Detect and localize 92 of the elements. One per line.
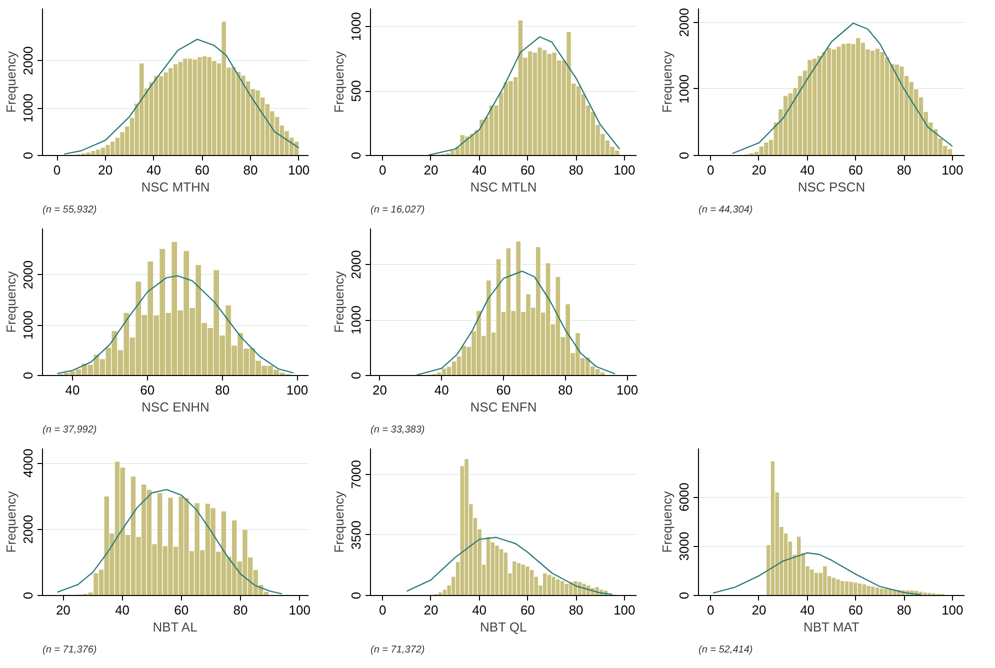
x-tick-label: 20: [98, 162, 113, 178]
x-tick-label: 0: [378, 602, 386, 618]
x-tick-label: 60: [520, 602, 535, 618]
y-tick-label: 1000: [676, 74, 692, 104]
y-tick-label: 1000: [348, 12, 364, 42]
x-tick-label: 0: [706, 162, 714, 178]
x-tick-label: 60: [520, 162, 535, 178]
text: (n = 16,027): [370, 204, 425, 216]
x-axis-title: NBT MAT: [803, 620, 860, 634]
x-axis-title: NSC PSCN: [798, 180, 866, 194]
y-tick-label: 0: [20, 152, 36, 160]
y-tick-label: 2000: [20, 260, 36, 290]
x-tick-label: 100: [288, 162, 310, 178]
y-axis-title: Frequency: [4, 270, 18, 333]
y-tick-label: 0: [676, 592, 692, 600]
y-tick-label: 0: [348, 152, 364, 160]
y-tick-label: 2000: [20, 514, 36, 544]
x-tick-label: 80: [568, 602, 584, 618]
y-axis-title: Frequency: [332, 50, 346, 113]
x-tick-label: 60: [848, 602, 863, 618]
x-axis-title: NSC ENFN: [470, 400, 537, 414]
x-tick-label: 80: [243, 162, 258, 178]
x-tick-label: 100: [288, 602, 310, 618]
x-axis-title: NSC ENHN: [142, 400, 210, 414]
x-tick-label: 20: [752, 602, 766, 618]
y-tick-label: 2000: [676, 8, 692, 37]
y-tick-label: 500: [348, 80, 364, 102]
x-tick-label: 40: [800, 162, 815, 178]
y-tick-label: 3500: [348, 520, 364, 550]
x-tick-label: 40: [472, 162, 487, 178]
y-axis-title: Frequency: [660, 50, 674, 113]
x-axis-title: NBT QL: [480, 620, 527, 634]
y-tick-label: 1000: [20, 94, 36, 123]
x-tick-label: 100: [616, 382, 638, 398]
y-axis-title: Frequency: [660, 490, 674, 553]
y-axis-title: Frequency: [332, 270, 346, 333]
x-tick-label: 100: [286, 382, 308, 398]
x-axis-title: NSC MTHN: [141, 180, 210, 194]
y-tick-label: 6000: [676, 482, 692, 512]
y-tick-label: 0: [348, 372, 364, 380]
text: (n = 71,372): [370, 644, 425, 656]
y-axis-title: Frequency: [4, 490, 18, 553]
x-tick-label: 20: [56, 602, 70, 618]
y-axis-title: Frequency: [332, 490, 346, 553]
y-tick-label: 0: [676, 152, 692, 160]
y-tick-label: 2000: [20, 46, 36, 76]
x-tick-label: 20: [424, 162, 438, 178]
x-tick-label: 40: [146, 162, 161, 178]
x-tick-label: 40: [472, 602, 487, 618]
y-tick-label: 3000: [676, 532, 692, 561]
x-tick-label: 20: [752, 162, 766, 178]
text: (n = 33,383): [370, 424, 425, 436]
x-tick-label: 80: [896, 602, 912, 618]
x-tick-label: 60: [140, 382, 155, 398]
y-tick-label: 1000: [348, 306, 364, 334]
x-tick-label: 20: [424, 602, 438, 618]
x-tick-label: 40: [434, 382, 449, 398]
y-tick-label: 1000: [20, 310, 36, 340]
x-tick-label: 80: [896, 162, 912, 178]
y-tick-label: 0: [348, 592, 364, 600]
x-tick-label: 100: [942, 602, 964, 618]
x-tick-label: 40: [115, 602, 130, 618]
x-tick-label: 60: [496, 382, 511, 398]
text: (n = 71,376): [42, 644, 97, 656]
x-axis-title: NBT AL: [152, 620, 198, 634]
x-tick-label: 40: [65, 382, 80, 398]
x-tick-label: 100: [614, 602, 636, 618]
y-tick-label: 0: [20, 592, 36, 600]
x-tick-label: 0: [706, 602, 714, 618]
y-tick-label: 4000: [20, 448, 36, 478]
y-tick-label: 0: [20, 372, 36, 380]
x-tick-label: 100: [942, 162, 964, 178]
x-tick-label: 80: [568, 162, 584, 178]
x-axis-title: NSC MTLN: [470, 180, 537, 194]
x-tick-label: 60: [194, 162, 210, 178]
text: (n = 37,992): [42, 424, 97, 436]
text: (n = 52,414): [698, 644, 753, 656]
x-tick-label: 80: [233, 602, 248, 618]
y-axis-title: Frequency: [4, 50, 18, 113]
x-tick-label: 80: [558, 382, 573, 398]
x-tick-label: 100: [614, 162, 636, 178]
x-tick-label: 40: [800, 602, 815, 618]
x-tick-label: 20: [372, 382, 388, 398]
text: (n = 44,304): [698, 204, 753, 216]
x-tick-label: 80: [215, 382, 230, 398]
x-tick-label: 60: [848, 162, 863, 178]
x-tick-label: 0: [378, 162, 386, 178]
y-tick-label: 7000: [348, 460, 364, 489]
y-tick-label: 2000: [348, 250, 364, 280]
text: (n = 55,932): [42, 204, 97, 216]
x-tick-label: 60: [174, 602, 189, 618]
x-tick-label: 0: [53, 162, 61, 178]
